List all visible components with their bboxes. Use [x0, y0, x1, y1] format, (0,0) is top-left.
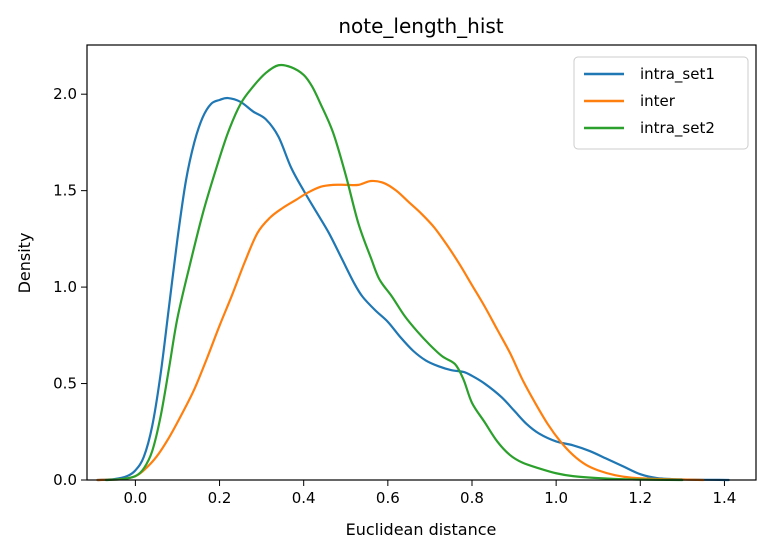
x-tick-label: 1.4 — [713, 489, 737, 507]
y-tick-label: 0.0 — [53, 471, 77, 489]
x-tick-label: 0.2 — [208, 489, 232, 507]
legend-box — [573, 56, 749, 150]
x-axis-ticks: 0.0 0.2 0.4 0.6 0.8 1.0 1.2 1.4 — [123, 480, 736, 507]
legend-label-inter: inter — [640, 92, 676, 110]
series-line-intra_set2 — [104, 63, 684, 482]
legend-label-intra_set2: intra_set2 — [640, 119, 715, 138]
y-axis-ticks: 0.0 0.5 1.0 1.5 2.0 — [53, 85, 87, 489]
series-line-intra_set1 — [96, 96, 730, 482]
chart-title: note_length_hist — [338, 14, 503, 38]
y-tick-label: 1.0 — [53, 278, 77, 296]
plot-frame — [86, 44, 757, 481]
series-lines — [96, 63, 730, 482]
y-tick-label: 1.5 — [53, 182, 77, 200]
x-tick-label: 0.6 — [376, 489, 400, 507]
x-tick-label: 0.0 — [123, 489, 147, 507]
x-tick-label: 0.4 — [292, 489, 316, 507]
y-axis-label: Density — [15, 233, 34, 294]
legend-label-intra_set1: intra_set1 — [640, 65, 715, 84]
x-tick-label: 0.8 — [460, 489, 484, 507]
x-axis-label: Euclidean distance — [346, 520, 497, 539]
x-tick-label: 1.2 — [628, 489, 652, 507]
y-tick-label: 0.5 — [53, 375, 77, 393]
y-tick-label: 2.0 — [53, 85, 77, 103]
series-line-inter — [96, 179, 705, 482]
x-tick-label: 1.0 — [544, 489, 568, 507]
